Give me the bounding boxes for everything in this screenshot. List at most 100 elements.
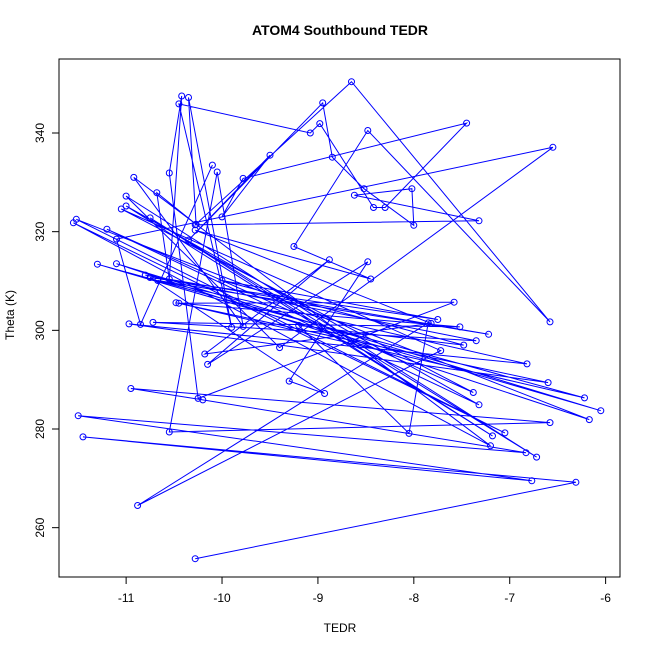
data-point xyxy=(546,419,554,427)
data-point xyxy=(165,275,173,283)
series-path xyxy=(73,80,601,560)
data-point xyxy=(405,429,413,437)
data-point xyxy=(408,185,416,193)
data-point xyxy=(364,258,372,266)
x-tick-label: -11 xyxy=(118,591,135,605)
data-point xyxy=(367,275,375,283)
data-point xyxy=(489,432,496,440)
data-point xyxy=(146,214,154,222)
data-point xyxy=(276,344,284,352)
data-point xyxy=(328,153,336,161)
data-point xyxy=(194,394,202,402)
data-point xyxy=(475,401,483,409)
y-tick-label: 340 xyxy=(33,123,47,143)
data-point xyxy=(74,412,82,420)
y-tick-label: 300 xyxy=(33,320,47,340)
data-point xyxy=(93,260,101,268)
data-point xyxy=(239,174,247,182)
data-point xyxy=(585,416,593,424)
x-axis-label: TEDR xyxy=(324,621,357,635)
data-point xyxy=(370,204,377,211)
data-point xyxy=(460,341,468,349)
data-point xyxy=(487,442,494,450)
data-point xyxy=(172,299,180,307)
data-point xyxy=(434,316,442,323)
data-point xyxy=(185,94,192,101)
x-tick-label: -6 xyxy=(600,591,611,605)
data-point xyxy=(208,161,216,169)
y-tick-label: 260 xyxy=(33,517,47,537)
data-point xyxy=(79,433,87,441)
x-axis: -11 -10 -9 -8 -7 -6 xyxy=(118,576,611,605)
data-point xyxy=(175,299,183,307)
data-point xyxy=(191,555,199,563)
data-point xyxy=(533,453,541,461)
data-point xyxy=(191,226,199,234)
data-point xyxy=(475,217,483,225)
data-point xyxy=(218,213,226,221)
data-point xyxy=(472,337,480,345)
data-point xyxy=(154,277,162,284)
data-point xyxy=(381,204,389,211)
data-point xyxy=(191,221,199,229)
data-point xyxy=(204,360,212,368)
data-point xyxy=(364,127,372,134)
data-point xyxy=(122,202,130,210)
x-tick-label: -8 xyxy=(408,591,419,605)
data-point xyxy=(528,477,536,485)
data-point xyxy=(597,407,605,415)
data-point xyxy=(456,323,464,331)
data-point xyxy=(199,396,207,404)
data-point xyxy=(350,191,358,199)
data-point xyxy=(185,236,192,244)
data-point xyxy=(72,215,80,223)
data-point xyxy=(546,318,554,326)
data-point xyxy=(137,320,144,328)
data-point xyxy=(201,350,209,358)
data-point xyxy=(103,225,111,233)
data-point xyxy=(424,319,432,327)
data-point xyxy=(572,478,580,486)
data-point xyxy=(113,260,120,268)
data-point xyxy=(153,189,161,197)
data-point xyxy=(165,169,173,177)
data-point xyxy=(348,78,355,86)
data-point xyxy=(175,100,183,108)
data-point xyxy=(321,390,329,397)
chart-title: ATOM4 Southbound TEDR xyxy=(252,22,428,38)
data-point xyxy=(127,385,135,392)
data-point xyxy=(316,120,324,128)
data-point xyxy=(549,143,557,151)
data-point xyxy=(522,449,530,457)
data-point xyxy=(266,151,274,159)
data-point xyxy=(218,277,226,284)
x-tick-label: -7 xyxy=(504,591,515,605)
y-tick-label: 320 xyxy=(33,221,47,241)
data-point xyxy=(523,360,531,368)
y-axis: 260 280 300 320 340 xyxy=(33,123,60,538)
data-point xyxy=(450,298,458,306)
data-point xyxy=(130,173,138,181)
y-tick-label: 280 xyxy=(33,419,47,439)
data-point xyxy=(501,429,509,437)
data-point xyxy=(113,235,120,243)
data-points xyxy=(69,78,605,563)
data-point xyxy=(122,192,130,200)
data-point xyxy=(290,243,298,250)
data-point xyxy=(437,347,445,355)
data-point xyxy=(319,99,327,107)
data-point xyxy=(295,321,303,329)
data-point xyxy=(325,256,333,264)
data-point xyxy=(285,377,293,385)
data-point xyxy=(485,330,493,338)
data-point xyxy=(544,379,552,387)
data-point xyxy=(239,322,247,330)
series-line xyxy=(73,80,601,560)
data-point xyxy=(581,394,588,402)
data-point xyxy=(165,428,173,436)
data-point xyxy=(146,274,154,281)
data-point xyxy=(149,318,157,326)
data-point xyxy=(427,319,435,327)
x-tick-label: -9 xyxy=(313,591,324,605)
